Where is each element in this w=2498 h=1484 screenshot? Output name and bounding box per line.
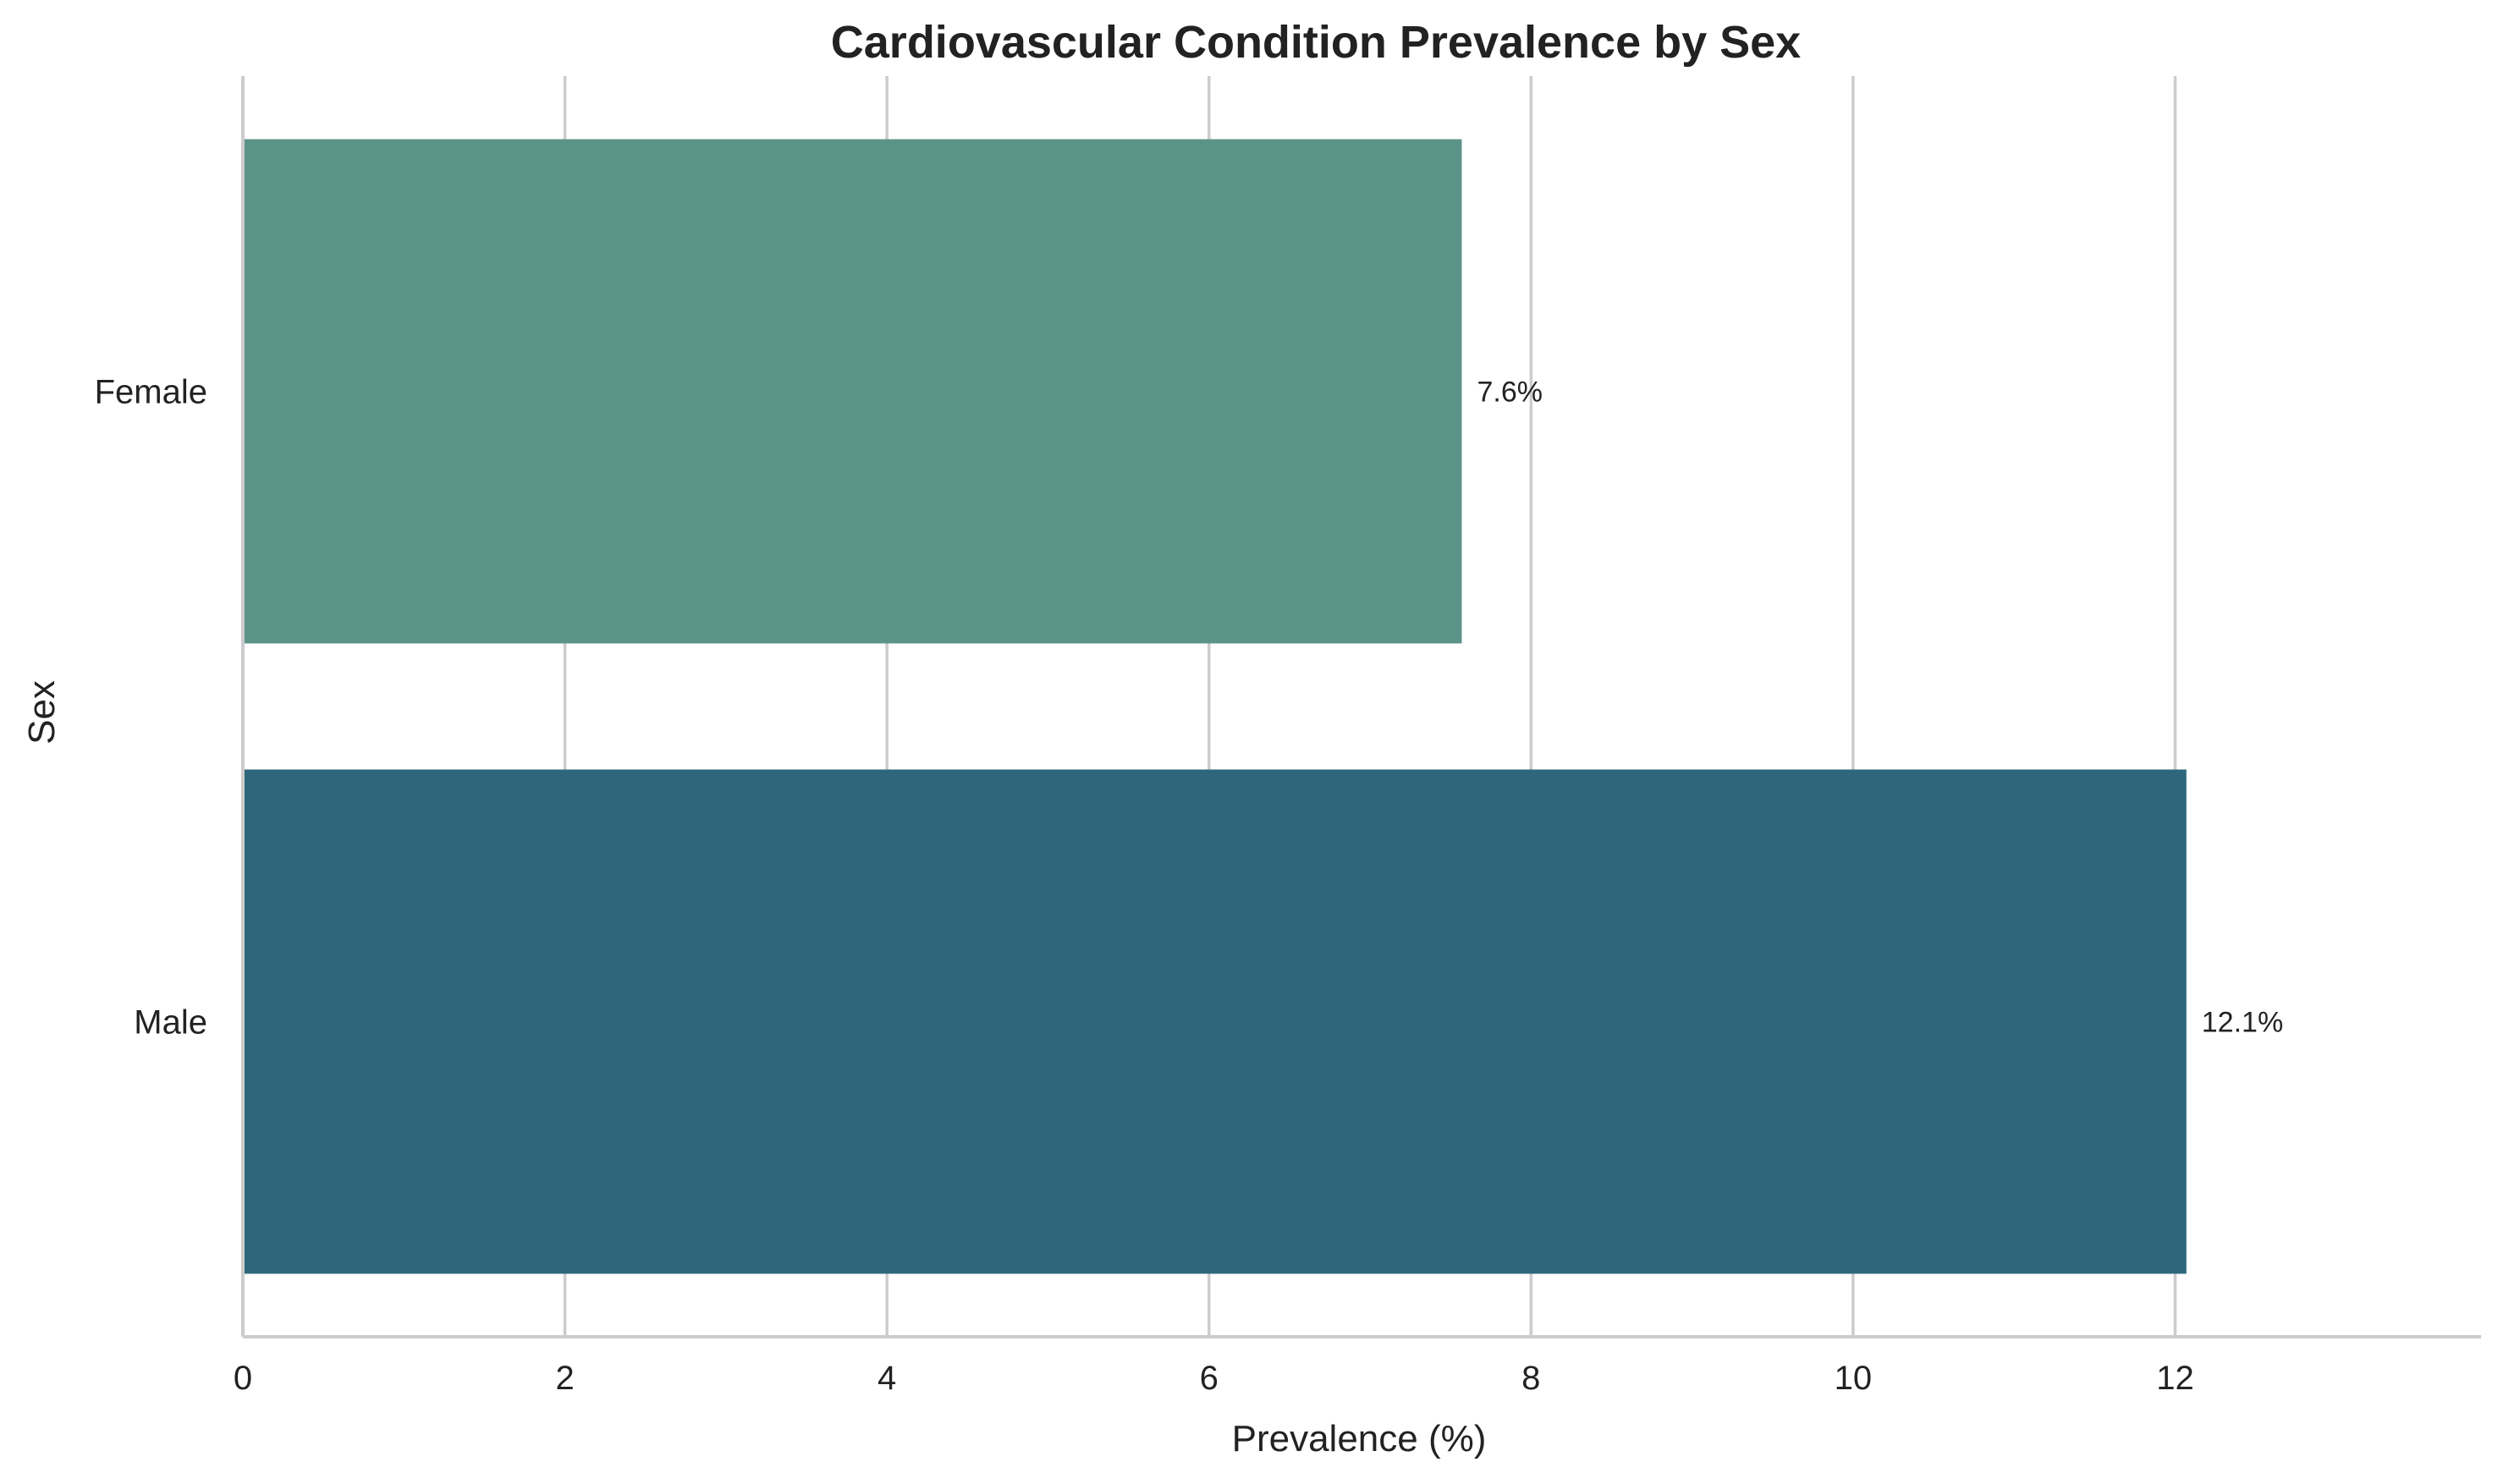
y-tick-labels: Female Male xyxy=(95,374,207,1042)
x-tick-label-0: 0 xyxy=(234,1360,252,1397)
bar-male xyxy=(243,769,2187,1274)
data-labels: 7.6% 12.1% xyxy=(1477,376,2283,1039)
y-tick-label-female: Female xyxy=(95,374,207,411)
x-axis-label: Prevalence (%) xyxy=(1232,1418,1487,1459)
x-tick-label-4: 4 xyxy=(878,1360,896,1397)
bars xyxy=(243,139,2187,1274)
x-tick-label-10: 10 xyxy=(1835,1360,1873,1397)
x-tick-label-6: 6 xyxy=(1200,1360,1219,1397)
x-tick-label-12: 12 xyxy=(2156,1360,2194,1397)
x-tick-label-8: 8 xyxy=(1521,1360,1540,1397)
y-tick-label-male: Male xyxy=(134,1004,207,1042)
axis-spines xyxy=(241,76,2481,1338)
bar-female xyxy=(243,139,1462,644)
x-tick-labels: 0 2 4 6 8 10 12 xyxy=(234,1360,2194,1397)
data-label-female: 7.6% xyxy=(1477,376,1543,409)
chart-title: Cardiovascular Condition Prevalence by S… xyxy=(831,17,1801,68)
data-label-male: 12.1% xyxy=(2202,1007,2283,1039)
y-axis-label: Sex xyxy=(21,680,63,745)
x-tick-label-2: 2 xyxy=(555,1360,574,1397)
